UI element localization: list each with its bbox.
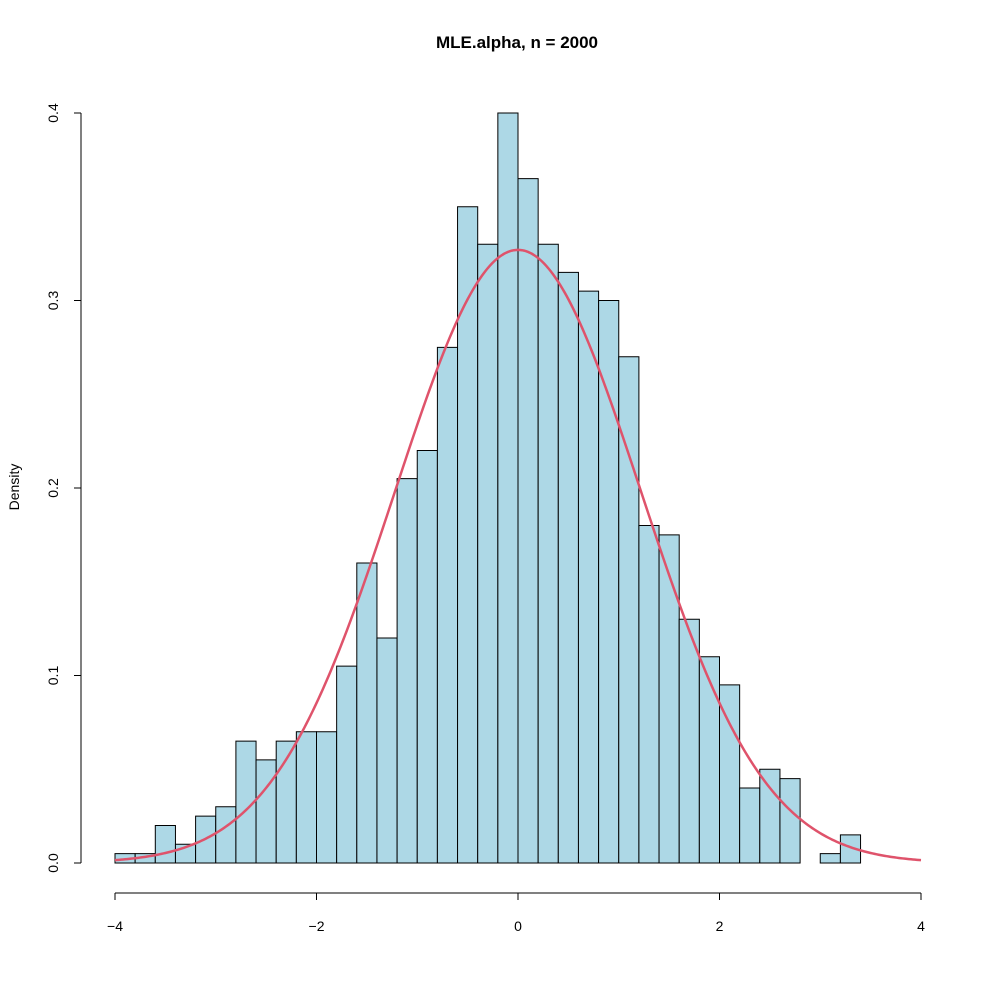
histogram-bar [759,768,781,864]
histogram-bar [598,300,620,864]
y-axis-label: Density [6,464,22,511]
histogram-bar [658,534,680,864]
y-axis: 0.0 0.1 0.2 0.3 0.4 [45,103,82,873]
x-tick-label: 2 [716,918,724,934]
histogram-bar [396,478,418,864]
y-tick-label: 0.2 [45,478,61,498]
histogram-bar [416,450,438,864]
histogram-bar [698,656,720,864]
histogram-bar [477,243,499,864]
histogram-bar [255,759,277,864]
chart-title: MLE.alpha, n = 2000 [436,33,598,52]
y-tick-label: 0.0 [45,853,61,873]
histogram-bar [719,684,741,864]
x-tick-label: 0 [514,918,522,934]
histogram-bar [638,525,660,864]
x-tick-label: −2 [309,918,325,934]
histogram-bar [739,787,761,864]
x-axis: −4 −2 0 2 4 [107,892,925,934]
histogram-bar [295,731,318,864]
y-tick-label: 0.1 [45,666,61,686]
histogram-bar [457,206,479,864]
histogram-bar [376,637,398,864]
y-tick-label: 0.3 [45,291,61,311]
histogram-bar [557,271,579,864]
histogram-bar [436,346,459,864]
histogram-bar [336,665,358,864]
histogram-bar [356,562,378,864]
histogram-bar [154,825,176,864]
histogram-bars [114,112,862,864]
histogram-bar [577,290,600,864]
histogram-bar [517,178,539,864]
histogram-bar [779,778,801,864]
histogram-bar [678,618,700,864]
histogram-bar [215,806,237,864]
histogram-bar [819,853,841,864]
normal-density-curve [114,248,922,862]
histogram-bar [497,112,519,864]
y-tick-label: 0.4 [45,103,61,123]
histogram-bar [316,731,338,864]
x-tick-label: −4 [107,918,123,934]
x-tick-label: 4 [917,918,925,934]
histogram-bar [839,834,862,864]
histogram-bar [537,243,559,864]
